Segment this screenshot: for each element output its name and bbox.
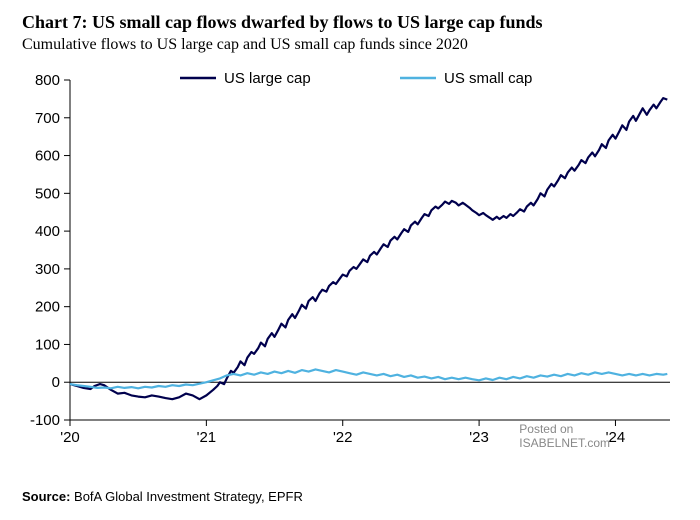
y-tick-label: 400 (35, 223, 60, 240)
x-tick-label: '22 (333, 429, 353, 446)
chart-subtitle: Cumulative flows to US large cap and US … (22, 36, 468, 54)
series-us-small-cap (70, 369, 667, 388)
watermark-site: ISABELNET.com (519, 436, 610, 450)
y-tick-label: 300 (35, 261, 60, 278)
svg-text:'20: '20 (60, 429, 80, 446)
svg-text:0: 0 (52, 374, 60, 391)
y-tick-label: 600 (35, 148, 60, 165)
svg-text:-100: -100 (30, 412, 60, 429)
x-tick-label: '23 (469, 429, 489, 446)
svg-text:800: 800 (35, 72, 60, 89)
chart-source: Source: BofA Global Investment Strategy,… (22, 489, 303, 504)
legend-label: US small cap (444, 70, 532, 87)
series-us-large-cap (70, 98, 667, 399)
svg-text:'22: '22 (333, 429, 353, 446)
y-tick-label: 100 (35, 336, 60, 353)
y-tick-label: 500 (35, 185, 60, 202)
svg-text:US small cap: US small cap (444, 70, 532, 87)
legend-label: US large cap (224, 70, 311, 87)
watermark-label: Posted on (519, 422, 573, 436)
line-chart: -100 0 100 200 300 400 500 600 700 800 '20 '21 '22 '2… (0, 60, 700, 460)
source-label: Source: (22, 489, 70, 504)
svg-text:US large cap: US large cap (224, 70, 311, 87)
y-tick-label: 700 (35, 110, 60, 127)
svg-text:'21: '21 (197, 429, 217, 446)
y-tick-label: 200 (35, 299, 60, 316)
y-tick-label: -100 (30, 412, 60, 429)
x-tick-label: '21 (197, 429, 217, 446)
svg-text:'23: '23 (469, 429, 489, 446)
svg-text:200: 200 (35, 299, 60, 316)
svg-text:100: 100 (35, 336, 60, 353)
svg-text:500: 500 (35, 185, 60, 202)
svg-text:400: 400 (35, 223, 60, 240)
svg-text:700: 700 (35, 110, 60, 127)
chart-title: Chart 7: US small cap flows dwarfed by f… (22, 12, 543, 33)
y-tick-label: 0 (52, 374, 60, 391)
x-tick-label: '20 (60, 429, 80, 446)
source-text: BofA Global Investment Strategy, EPFR (74, 489, 303, 504)
watermark: Posted on ISABELNET.com (519, 422, 610, 450)
svg-text:300: 300 (35, 261, 60, 278)
svg-text:600: 600 (35, 148, 60, 165)
y-tick-label: 800 (35, 72, 60, 89)
